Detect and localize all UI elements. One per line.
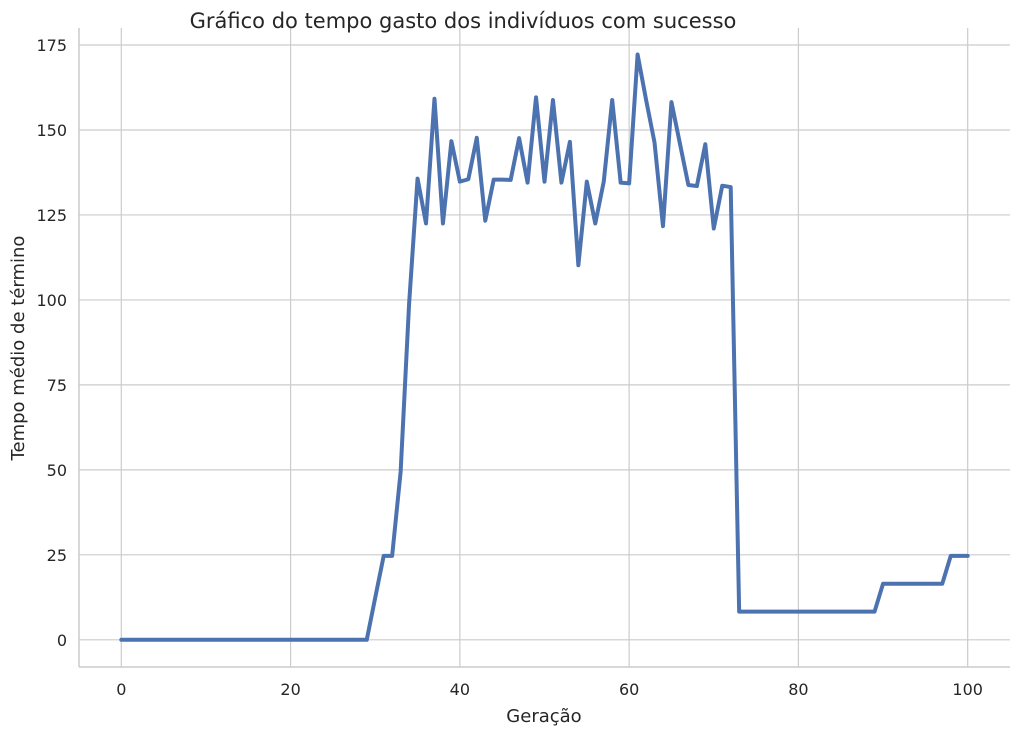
y-tick-label: 175 bbox=[36, 36, 67, 55]
y-tick-label: 25 bbox=[47, 546, 67, 565]
series-group bbox=[119, 52, 970, 642]
y-tick-label: 100 bbox=[36, 291, 67, 310]
x-tick-label: 20 bbox=[280, 680, 300, 699]
y-tick-label: 150 bbox=[36, 121, 67, 140]
y-tick-labels: 0 25 50 75 100 125 150 175 bbox=[36, 36, 67, 650]
series-line-0 bbox=[119, 52, 970, 642]
y-axis-label: Tempo médio de término bbox=[8, 236, 29, 462]
x-tick-label: 60 bbox=[619, 680, 639, 699]
y-gridlines bbox=[79, 44, 1010, 641]
x-tick-labels: 0 20 40 60 80 100 bbox=[116, 680, 983, 699]
y-tick-label: 50 bbox=[47, 461, 67, 480]
x-tick-label: 0 bbox=[116, 680, 126, 699]
x-tick-label: 80 bbox=[788, 680, 808, 699]
x-axis-label: Geração bbox=[506, 706, 581, 727]
x-gridlines bbox=[120, 28, 969, 667]
x-tick-label: 40 bbox=[450, 680, 470, 699]
y-tick-label: 0 bbox=[57, 631, 67, 650]
x-tick-label: 100 bbox=[952, 680, 983, 699]
y-tick-label: 75 bbox=[47, 376, 67, 395]
y-tick-label: 125 bbox=[36, 206, 67, 225]
chart-title: Gráfico do tempo gasto dos indivíduos co… bbox=[190, 9, 737, 33]
